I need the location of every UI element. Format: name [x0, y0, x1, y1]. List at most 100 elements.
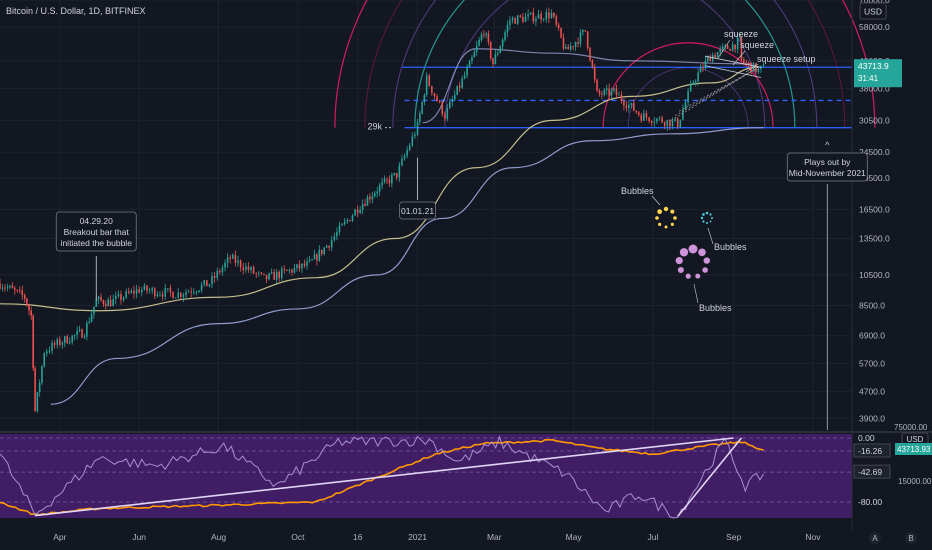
osc-series-orange[interactable]	[0, 438, 764, 516]
candlestick[interactable]	[567, 44, 570, 50]
candlestick[interactable]	[135, 284, 138, 299]
candlestick[interactable]	[320, 249, 323, 257]
candlestick[interactable]	[458, 81, 461, 93]
candlestick[interactable]	[532, 7, 535, 24]
candlestick[interactable]	[548, 7, 550, 24]
candlestick[interactable]	[401, 154, 403, 167]
candlestick[interactable]	[444, 111, 446, 122]
candlestick[interactable]	[356, 205, 359, 218]
candlestick[interactable]	[211, 272, 213, 289]
candlestick[interactable]	[562, 33, 565, 51]
candlestick[interactable]	[731, 41, 734, 52]
candlestick[interactable]	[151, 286, 153, 295]
candlestick[interactable]	[247, 262, 250, 273]
candlestick[interactable]	[216, 267, 219, 281]
candlestick[interactable]	[414, 131, 416, 140]
candlestick[interactable]	[172, 291, 174, 299]
candlestick[interactable]	[456, 85, 458, 96]
candlestick[interactable]	[466, 64, 468, 79]
candlestick[interactable]	[625, 100, 628, 112]
candlestick[interactable]	[258, 270, 260, 277]
candlestick[interactable]	[323, 246, 325, 256]
candlestick[interactable]	[23, 293, 26, 303]
candlestick[interactable]	[53, 340, 56, 349]
candlestick[interactable]	[694, 79, 697, 87]
candlestick[interactable]	[226, 253, 229, 268]
osc-series-lavender[interactable]	[0, 435, 764, 519]
candlestick[interactable]	[100, 293, 102, 302]
candlestick[interactable]	[702, 62, 704, 72]
log-scale-button[interactable]: B	[905, 532, 917, 544]
candlestick[interactable]	[638, 110, 640, 117]
candlestick[interactable]	[174, 297, 177, 299]
candlestick[interactable]	[364, 199, 366, 207]
candlestick[interactable]	[762, 62, 765, 68]
candlestick[interactable]	[569, 42, 572, 52]
candlestick[interactable]	[579, 28, 582, 48]
candlestick[interactable]	[156, 290, 159, 298]
candlestick[interactable]	[200, 281, 203, 293]
candlestick[interactable]	[471, 54, 473, 65]
candlestick[interactable]	[506, 20, 509, 38]
candlestick[interactable]	[648, 116, 650, 124]
date-box[interactable]: 01.01.21	[399, 201, 436, 220]
candlestick[interactable]	[169, 284, 172, 297]
candlestick[interactable]	[656, 117, 658, 124]
candlestick[interactable]	[26, 297, 28, 307]
candlestick[interactable]	[203, 279, 206, 287]
candlestick[interactable]	[278, 270, 281, 282]
candlestick[interactable]	[330, 235, 333, 252]
candlestick[interactable]	[291, 268, 293, 276]
candlestick[interactable]	[499, 45, 502, 54]
candlestick[interactable]	[245, 262, 247, 273]
candlestick[interactable]	[161, 290, 164, 301]
candlestick[interactable]	[32, 314, 34, 372]
candlestick[interactable]	[645, 110, 648, 121]
candlestick[interactable]	[30, 306, 32, 321]
candlestick[interactable]	[338, 221, 341, 236]
candlestick[interactable]	[56, 337, 59, 349]
candlestick[interactable]	[369, 193, 371, 204]
candlestick[interactable]	[441, 100, 444, 117]
candlestick[interactable]	[303, 259, 306, 269]
candlestick[interactable]	[529, 12, 532, 16]
candlestick[interactable]	[109, 295, 112, 307]
candlestick[interactable]	[198, 289, 200, 294]
candlestick[interactable]	[1, 284, 4, 292]
candlestick[interactable]	[428, 73, 431, 87]
candlestick[interactable]	[107, 297, 109, 307]
candlestick[interactable]	[478, 37, 480, 47]
candlestick[interactable]	[232, 253, 234, 260]
candlestick[interactable]	[41, 365, 43, 385]
candlestick[interactable]	[193, 287, 195, 295]
candlestick[interactable]	[501, 37, 504, 50]
candlestick[interactable]	[105, 300, 107, 310]
candlestick[interactable]	[148, 287, 151, 294]
candlestick[interactable]	[59, 336, 61, 347]
upper-curve[interactable]	[422, 48, 752, 124]
candlestick[interactable]	[381, 178, 383, 190]
candlestick[interactable]	[66, 334, 69, 345]
candlestick[interactable]	[451, 95, 454, 107]
candlestick[interactable]	[386, 177, 388, 185]
candlestick[interactable]	[280, 266, 283, 281]
candlestick[interactable]	[431, 85, 433, 96]
candlestick[interactable]	[190, 287, 192, 298]
candlestick[interactable]	[308, 255, 311, 263]
candlestick[interactable]	[661, 115, 663, 124]
candlestick[interactable]	[423, 93, 426, 106]
candlestick[interactable]	[615, 84, 618, 99]
candlestick[interactable]	[185, 288, 187, 299]
candlestick[interactable]	[102, 299, 105, 308]
candlestick[interactable]	[403, 153, 406, 161]
candlestick[interactable]	[318, 245, 321, 262]
candlestick[interactable]	[130, 288, 133, 294]
candlestick[interactable]	[633, 99, 635, 112]
candlestick[interactable]	[371, 191, 374, 204]
candlestick[interactable]	[393, 172, 396, 177]
candlestick[interactable]	[349, 219, 351, 222]
candlestick[interactable]	[296, 264, 298, 272]
candlestick[interactable]	[408, 142, 411, 152]
candlestick[interactable]	[398, 162, 401, 182]
candlestick[interactable]	[208, 283, 211, 288]
